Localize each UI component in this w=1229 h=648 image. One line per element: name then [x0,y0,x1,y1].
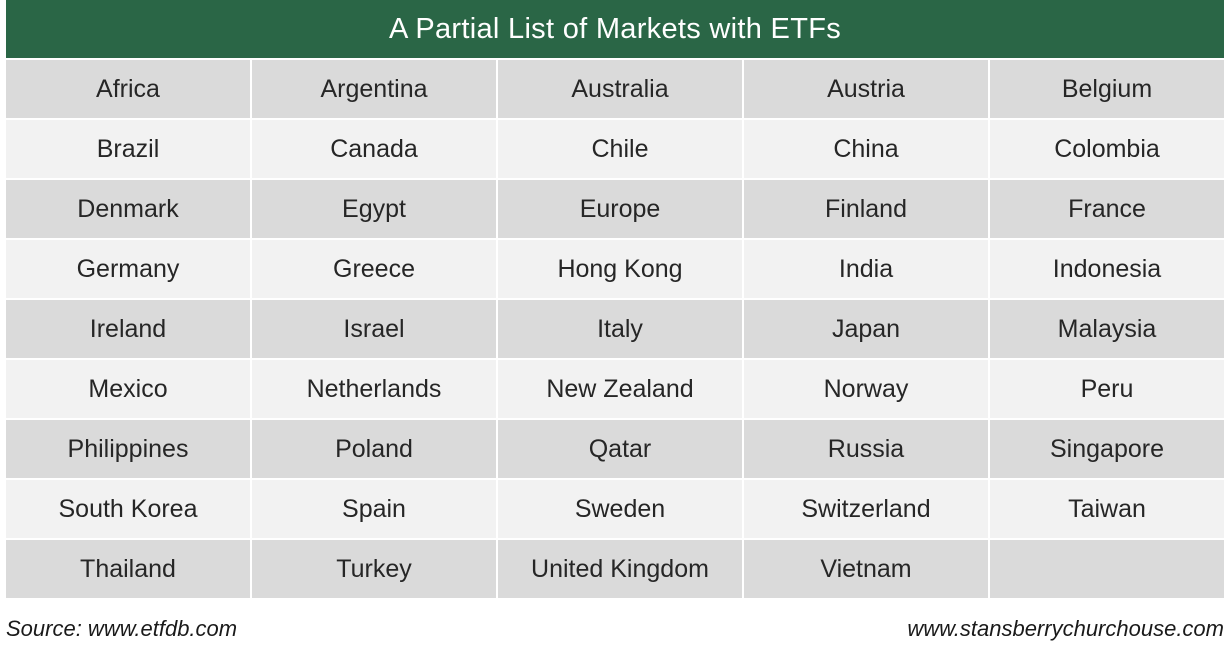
table-cell: Denmark [6,180,250,238]
table-row: South Korea Spain Sweden Switzerland Tai… [6,480,1224,538]
table-cell: Brazil [6,120,250,178]
footer: Source: www.etfdb.com www.stansberrychur… [6,616,1224,642]
table-cell: Canada [252,120,496,178]
table-cell: Thailand [6,540,250,598]
table-cell-empty [990,540,1224,598]
table-row: Philippines Poland Qatar Russia Singapor… [6,420,1224,478]
table-cell: Austria [744,60,988,118]
table-title: A Partial List of Markets with ETFs [6,0,1224,58]
table-cell: Germany [6,240,250,298]
table-cell: Ireland [6,300,250,358]
table-cell: Africa [6,60,250,118]
markets-table: A Partial List of Markets with ETFs Afri… [6,0,1224,600]
table-cell: Argentina [252,60,496,118]
table-cell: France [990,180,1224,238]
table-cell: Netherlands [252,360,496,418]
table-cell: Egypt [252,180,496,238]
table-cell: Europe [498,180,742,238]
table-cell: Taiwan [990,480,1224,538]
table-cell: Vietnam [744,540,988,598]
table-cell: Australia [498,60,742,118]
table-cell: India [744,240,988,298]
table-cell: Sweden [498,480,742,538]
website-credit: www.stansberrychurchouse.com [907,616,1224,641]
table-cell: Poland [252,420,496,478]
table-cell: China [744,120,988,178]
table-row: Brazil Canada Chile China Colombia [6,120,1224,178]
table-row: Mexico Netherlands New Zealand Norway Pe… [6,360,1224,418]
table-cell: Indonesia [990,240,1224,298]
table-body: Africa Argentina Australia Austria Belgi… [6,60,1224,598]
table-cell: Japan [744,300,988,358]
table-cell: Qatar [498,420,742,478]
table-cell: Italy [498,300,742,358]
table-cell: Russia [744,420,988,478]
table-cell: Chile [498,120,742,178]
table-row: Africa Argentina Australia Austria Belgi… [6,60,1224,118]
table-row: Thailand Turkey United Kingdom Vietnam [6,540,1224,598]
table-cell: Colombia [990,120,1224,178]
table-cell: Hong Kong [498,240,742,298]
table-cell: Mexico [6,360,250,418]
table-row: Denmark Egypt Europe Finland France [6,180,1224,238]
table-cell: Norway [744,360,988,418]
table-cell: Finland [744,180,988,238]
table-cell: Philippines [6,420,250,478]
source-credit: Source: www.etfdb.com [6,616,238,641]
table-cell: Belgium [990,60,1224,118]
table-cell: Peru [990,360,1224,418]
table-cell: Spain [252,480,496,538]
table-cell: Switzerland [744,480,988,538]
table-cell: Singapore [990,420,1224,478]
table-cell: United Kingdom [498,540,742,598]
table-row: Ireland Israel Italy Japan Malaysia [6,300,1224,358]
table-row: Germany Greece Hong Kong India Indonesia [6,240,1224,298]
table-cell: Turkey [252,540,496,598]
table-cell: Greece [252,240,496,298]
table-cell: South Korea [6,480,250,538]
table-cell: Malaysia [990,300,1224,358]
table-cell: Israel [252,300,496,358]
table-cell: New Zealand [498,360,742,418]
